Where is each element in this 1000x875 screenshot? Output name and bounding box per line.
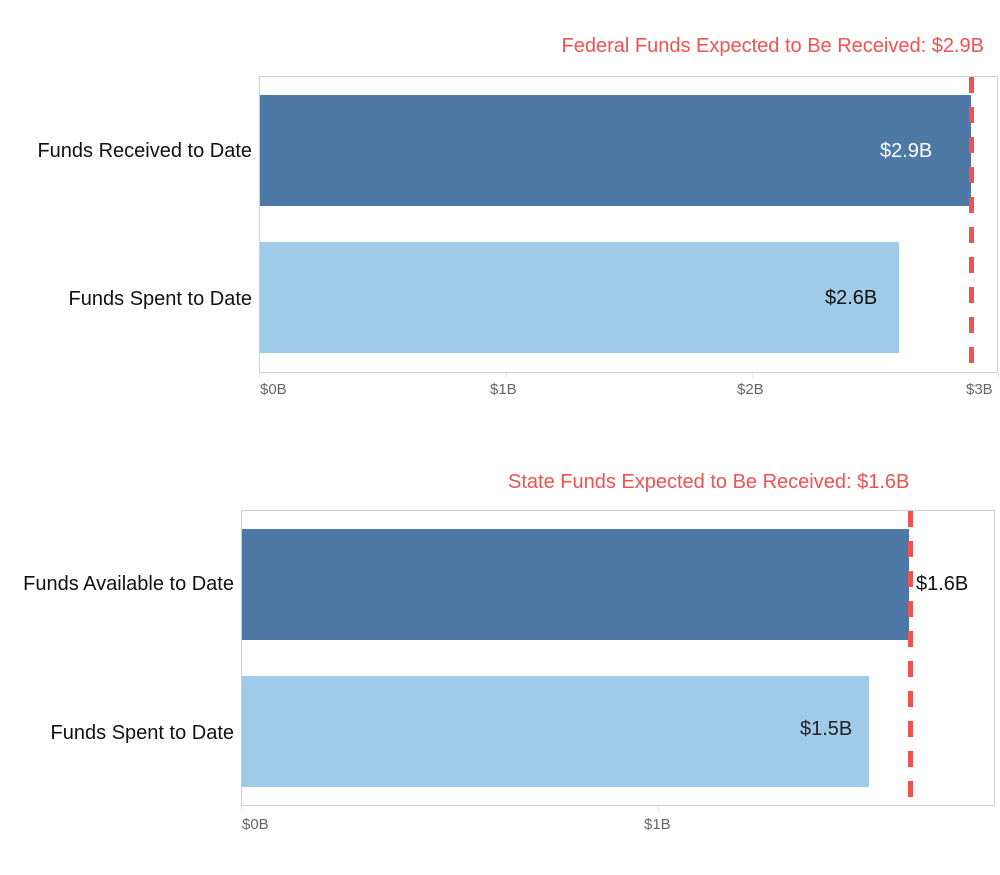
federal-reference-line: [969, 77, 974, 372]
federal-bar-received-value: $2.9B: [880, 140, 933, 162]
federal-tick-label-1: $1B: [490, 381, 517, 398]
state-bar-spent-value: $1.5B: [800, 718, 853, 740]
state-tick-0: [241, 806, 242, 811]
federal-bar-spent[interactable]: [260, 242, 899, 353]
state-bar-available[interactable]: [242, 529, 909, 640]
federal-tick-label-3: $3B: [966, 381, 993, 398]
state-tick-label-1: $1B: [644, 816, 671, 833]
federal-tick-label-2: $2B: [737, 381, 764, 398]
federal-tick-1: [506, 373, 507, 378]
state-reference-title: State Funds Expected to Be Received: $1.…: [508, 471, 910, 493]
state-plot-area: [241, 510, 995, 806]
federal-category-spent: Funds Spent to Date: [68, 288, 252, 310]
federal-tick-3: [998, 373, 999, 378]
federal-tick-0: [259, 373, 260, 378]
state-tick-1: [658, 806, 659, 811]
federal-bar-spent-value: $2.6B: [825, 287, 878, 309]
federal-reference-title: Federal Funds Expected to Be Received: $…: [561, 35, 984, 57]
state-category-available: Funds Available to Date: [23, 573, 234, 595]
federal-tick-2: [752, 373, 753, 378]
state-category-spent: Funds Spent to Date: [50, 722, 234, 744]
state-tick-label-0: $0B: [242, 816, 269, 833]
federal-category-received: Funds Received to Date: [37, 140, 252, 162]
state-bar-available-value: $1.6B: [916, 573, 969, 595]
federal-tick-label-0: $0B: [260, 381, 287, 398]
state-reference-line: [908, 511, 913, 805]
federal-bar-received[interactable]: [260, 95, 971, 206]
federal-plot-area: [259, 76, 998, 373]
state-bar-spent[interactable]: [242, 676, 869, 787]
